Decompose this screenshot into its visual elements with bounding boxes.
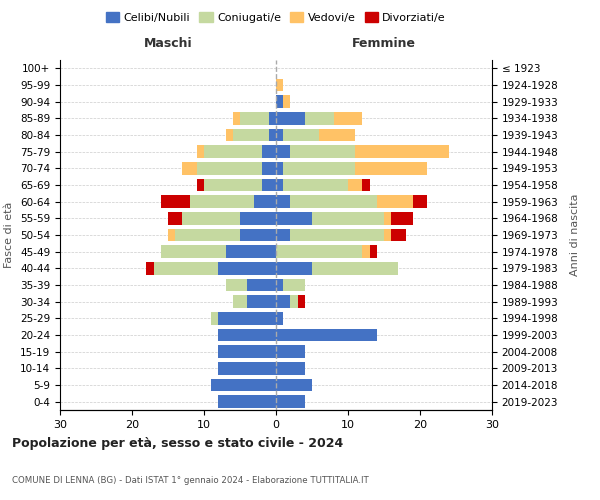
Bar — [233, 296, 247, 308]
Bar — [312, 212, 384, 224]
Bar — [197, 146, 204, 158]
Bar — [211, 379, 276, 391]
Bar — [305, 112, 334, 124]
Bar — [276, 96, 283, 108]
Bar — [276, 146, 290, 158]
Bar — [276, 262, 312, 274]
Bar — [240, 229, 276, 241]
Bar — [276, 162, 283, 174]
Bar — [276, 296, 290, 308]
Bar — [146, 262, 154, 274]
Bar — [276, 229, 290, 241]
Bar — [276, 246, 362, 258]
Bar — [276, 212, 312, 224]
Legend: Celibi/Nubili, Coniugati/e, Vedovi/e, Divorziati/e: Celibi/Nubili, Coniugati/e, Vedovi/e, Di… — [101, 8, 451, 28]
Bar — [276, 112, 305, 124]
Bar — [319, 129, 355, 141]
Bar — [269, 112, 276, 124]
Bar — [276, 396, 305, 408]
Bar — [182, 162, 197, 174]
Bar — [161, 246, 226, 258]
Bar — [262, 179, 276, 192]
Bar — [161, 196, 190, 208]
Bar — [362, 246, 370, 258]
Bar — [276, 329, 377, 341]
Bar — [240, 212, 276, 224]
Bar — [283, 129, 319, 141]
Bar — [290, 146, 355, 158]
Bar — [377, 196, 413, 208]
Bar — [262, 162, 276, 174]
Bar — [218, 362, 276, 374]
Bar — [218, 329, 276, 341]
Bar — [355, 146, 449, 158]
Bar — [283, 279, 305, 291]
Bar — [233, 129, 269, 141]
Bar — [391, 212, 413, 224]
Bar — [226, 129, 233, 141]
Bar — [197, 162, 262, 174]
Bar — [312, 262, 398, 274]
Bar — [218, 396, 276, 408]
Bar — [276, 346, 305, 358]
Bar — [276, 279, 283, 291]
Bar — [290, 229, 384, 241]
Bar — [276, 129, 283, 141]
Bar — [276, 312, 283, 324]
Bar — [247, 296, 276, 308]
Bar — [154, 262, 218, 274]
Bar — [254, 196, 276, 208]
Bar — [283, 179, 348, 192]
Bar — [182, 212, 240, 224]
Bar — [276, 196, 290, 208]
Bar — [218, 262, 276, 274]
Bar — [204, 146, 262, 158]
Bar — [391, 229, 406, 241]
Bar — [204, 179, 262, 192]
Bar — [240, 112, 269, 124]
Bar — [247, 279, 276, 291]
Bar — [298, 296, 305, 308]
Bar — [413, 196, 427, 208]
Bar — [226, 279, 247, 291]
Bar — [290, 196, 377, 208]
Bar — [168, 229, 175, 241]
Bar — [226, 246, 276, 258]
Bar — [370, 246, 377, 258]
Bar — [233, 112, 240, 124]
Bar — [269, 129, 276, 141]
Text: Femmine: Femmine — [352, 37, 416, 50]
Bar — [283, 162, 355, 174]
Bar — [290, 296, 298, 308]
Bar — [197, 179, 204, 192]
Bar — [384, 212, 391, 224]
Bar — [218, 346, 276, 358]
Bar — [211, 312, 218, 324]
Bar — [355, 162, 427, 174]
Bar — [276, 362, 305, 374]
Y-axis label: Fasce di età: Fasce di età — [4, 202, 14, 268]
Bar — [276, 179, 283, 192]
Text: Maschi: Maschi — [143, 37, 193, 50]
Bar — [362, 179, 370, 192]
Bar — [276, 79, 283, 92]
Text: Popolazione per età, sesso e stato civile - 2024: Popolazione per età, sesso e stato civil… — [12, 437, 343, 450]
Bar — [175, 229, 240, 241]
Bar — [262, 146, 276, 158]
Bar — [276, 379, 312, 391]
Bar — [218, 312, 276, 324]
Bar — [168, 212, 182, 224]
Bar — [283, 96, 290, 108]
Bar — [190, 196, 254, 208]
Bar — [384, 229, 391, 241]
Bar — [334, 112, 362, 124]
Bar — [348, 179, 362, 192]
Y-axis label: Anni di nascita: Anni di nascita — [569, 194, 580, 276]
Text: COMUNE DI LENNA (BG) - Dati ISTAT 1° gennaio 2024 - Elaborazione TUTTITALIA.IT: COMUNE DI LENNA (BG) - Dati ISTAT 1° gen… — [12, 476, 369, 485]
